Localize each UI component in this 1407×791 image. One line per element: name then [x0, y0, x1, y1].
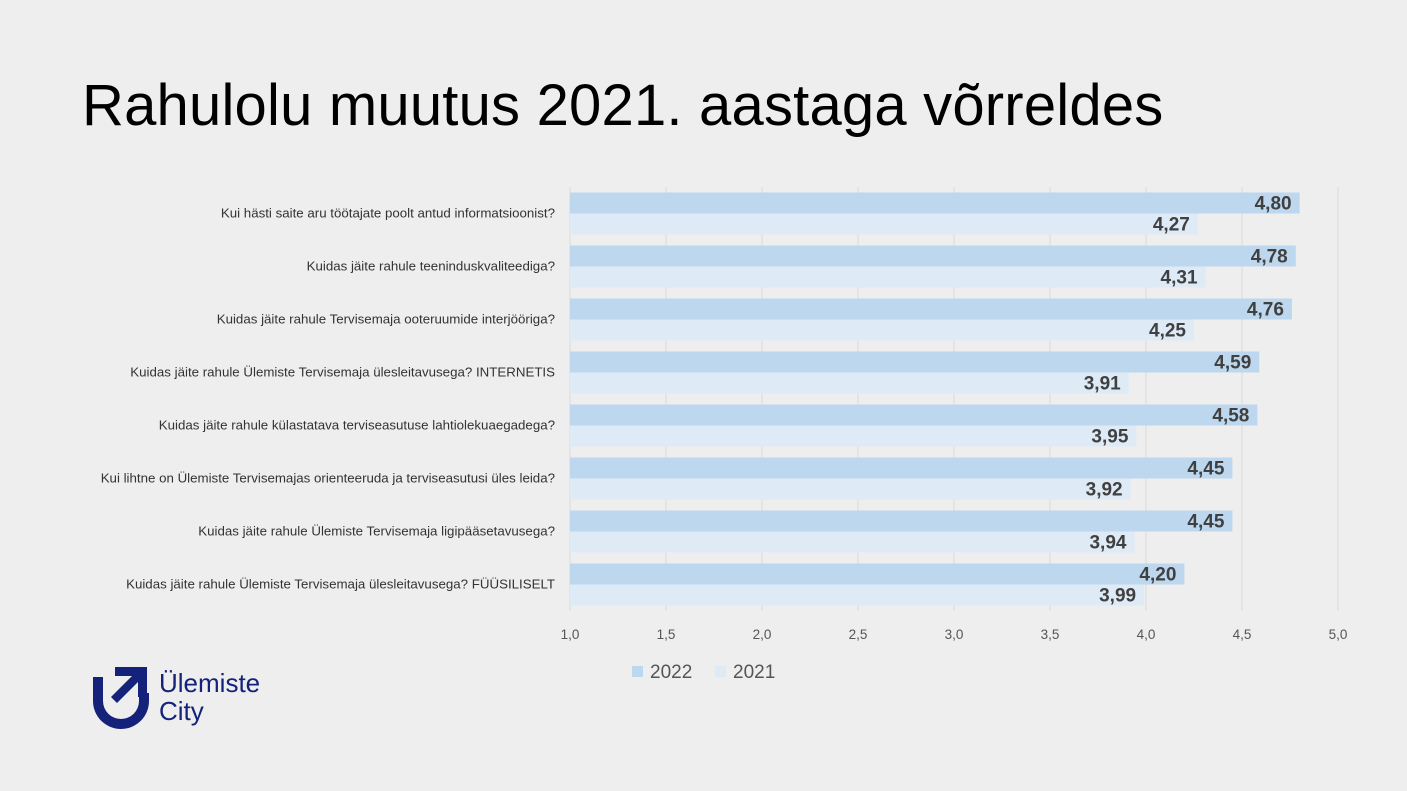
bar-2021: [570, 584, 1145, 606]
bar-2021: [570, 266, 1206, 288]
bar-2022: [570, 192, 1300, 214]
legend: 2022 2021: [632, 662, 775, 683]
bar-2021: [570, 372, 1129, 394]
data-label-2022: 4,45: [1187, 512, 1224, 533]
slide-title: Rahulolu muutus 2021. aastaga võrreldes: [82, 73, 1164, 138]
x-tick-label: 1,5: [657, 627, 676, 642]
bar-2021: [570, 213, 1198, 235]
legend-swatch-2021: [715, 666, 726, 677]
category-label: Kuidas jäite rahule Ülemiste Tervisemaja…: [130, 365, 555, 380]
category-label: Kuidas jäite rahule Ülemiste Tervisemaja…: [198, 524, 555, 539]
x-tick-label: 2,5: [849, 627, 868, 642]
category-label: Kuidas jäite rahule külastatava tervisea…: [159, 418, 555, 433]
ulemiste-city-logo: Ülemiste City: [93, 667, 293, 739]
legend-label-2022: 2022: [650, 662, 692, 683]
data-label-2022: 4,45: [1187, 459, 1224, 480]
category-label: Kuidas jäite rahule Tervisemaja ooteruum…: [217, 312, 555, 327]
data-label-2021: 4,27: [1153, 215, 1190, 236]
data-label-2021: 3,94: [1089, 533, 1126, 554]
x-tick-label: 4,5: [1233, 627, 1252, 642]
category-label: Kui lihtne on Ülemiste Tervisemajas orie…: [101, 471, 555, 486]
bar-2022: [570, 404, 1258, 426]
category-labels: Kui hästi saite aru töötajate poolt antu…: [101, 206, 555, 592]
category-label: Kuidas jäite rahule teeninduskvaliteedig…: [307, 259, 555, 274]
data-label-2022: 4,80: [1255, 194, 1292, 215]
x-tick-label: 1,0: [561, 627, 580, 642]
data-label-2022: 4,20: [1139, 565, 1176, 586]
data-label-2022: 4,58: [1212, 406, 1249, 427]
bar-2021: [570, 319, 1194, 341]
logo-text-line1: Ülemiste: [159, 668, 261, 698]
bar-2021: [570, 425, 1137, 447]
x-tick-label: 3,5: [1041, 627, 1060, 642]
x-tick-label: 3,0: [945, 627, 964, 642]
logo-mark-icon: [93, 667, 149, 729]
bars: [570, 192, 1300, 606]
x-tick-label: 4,0: [1137, 627, 1156, 642]
bar-2021: [570, 478, 1131, 500]
bar-2022: [570, 245, 1296, 267]
data-label-2021: 3,91: [1084, 374, 1121, 395]
legend-label-2021: 2021: [733, 662, 775, 683]
logo-text-line2: City: [159, 696, 204, 726]
data-label-2022: 4,76: [1247, 300, 1284, 321]
axis-tick-labels: 1,0 1,5 2,0 2,5 3,0 3,5 4,0 4,5 5,0: [561, 627, 1348, 642]
data-label-2022: 4,59: [1214, 353, 1251, 374]
bar-2022: [570, 457, 1233, 479]
category-label: Kuidas jäite rahule Ülemiste Tervisemaja…: [126, 577, 555, 592]
data-label-2021: 3,99: [1099, 586, 1136, 607]
bar-2022: [570, 510, 1233, 532]
bar-2022: [570, 298, 1292, 320]
data-label-2021: 4,31: [1161, 268, 1198, 289]
category-label: Kui hästi saite aru töötajate poolt antu…: [221, 206, 555, 221]
bar-2021: [570, 531, 1135, 553]
bar-2022: [570, 351, 1260, 373]
bar-2022: [570, 563, 1185, 585]
x-tick-label: 5,0: [1329, 627, 1348, 642]
data-label-2021: 4,25: [1149, 321, 1186, 342]
data-labels: 4,80 4,27 4,78 4,31 4,76 4,25 4,59 3,91 4,58 3,95…: [1084, 194, 1292, 607]
data-label-2021: 3,95: [1091, 427, 1128, 448]
legend-swatch-2022: [632, 666, 643, 677]
data-label-2022: 4,78: [1251, 247, 1288, 268]
x-tick-label: 2,0: [753, 627, 772, 642]
data-label-2021: 3,92: [1086, 480, 1123, 501]
